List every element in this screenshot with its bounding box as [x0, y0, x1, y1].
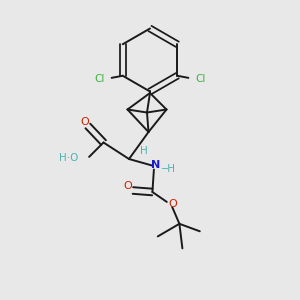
- Text: Cl: Cl: [195, 74, 206, 84]
- Text: H·O: H·O: [59, 153, 79, 163]
- Text: H: H: [140, 146, 148, 156]
- Text: O: O: [80, 117, 89, 127]
- Text: O: O: [168, 199, 177, 209]
- Text: O: O: [123, 181, 132, 191]
- Text: N: N: [151, 160, 160, 170]
- Text: Cl: Cl: [94, 74, 105, 84]
- Text: ─H: ─H: [161, 164, 175, 174]
